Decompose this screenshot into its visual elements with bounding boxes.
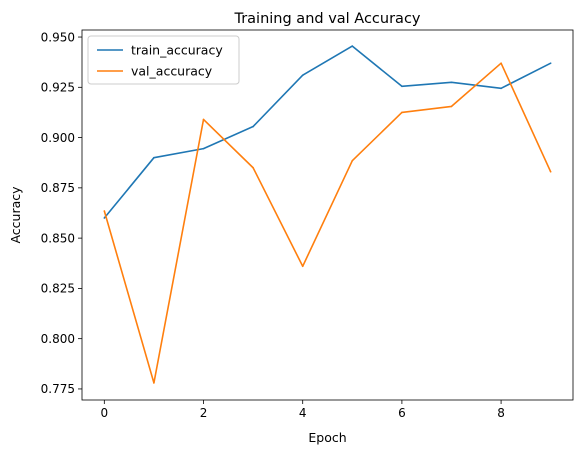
y-axis-label: Accuracy bbox=[8, 186, 23, 244]
data-point-train_accuracy bbox=[351, 45, 354, 47]
data-point-val_accuracy bbox=[301, 265, 304, 268]
y-axis-ticks: 0.775 0.800 0.825 0.850 0.875 0.900 0.925 0.950 bbox=[41, 30, 82, 396]
data-point-val_accuracy bbox=[153, 382, 155, 384]
data-point-val_accuracy bbox=[252, 166, 254, 169]
data-point-val_accuracy bbox=[103, 210, 106, 212]
series-line-val_accuracy bbox=[103, 62, 552, 384]
y-tick-label: 0.875 bbox=[41, 181, 75, 195]
x-axis-ticks: 0 2 4 6 8 bbox=[100, 400, 505, 420]
x-tick-label: 0 bbox=[100, 406, 108, 420]
plot-frame bbox=[81, 29, 574, 401]
legend: train_accuracy val_accuracy bbox=[87, 35, 240, 85]
y-tick-label: 0.825 bbox=[41, 282, 75, 296]
y-tick-label: 0.925 bbox=[41, 81, 75, 95]
y-tick-label: 0.800 bbox=[41, 332, 75, 346]
data-point-train_accuracy bbox=[301, 74, 304, 77]
data-point-train_accuracy bbox=[549, 62, 552, 64]
data-point-val_accuracy bbox=[401, 111, 403, 114]
chart-title: Training and val Accuracy bbox=[233, 11, 420, 27]
x-tick-label: 6 bbox=[398, 406, 406, 420]
data-point-val_accuracy bbox=[202, 118, 205, 121]
legend-label-train_accuracy: train_accuracy bbox=[131, 43, 223, 58]
data-point-train_accuracy bbox=[252, 125, 254, 128]
legend-box bbox=[87, 35, 240, 85]
data-point-val_accuracy bbox=[351, 159, 354, 162]
plot-series bbox=[103, 45, 552, 384]
x-tick-label: 2 bbox=[200, 406, 208, 420]
data-point-train_accuracy bbox=[202, 147, 205, 150]
x-axis-label: Epoch bbox=[308, 430, 346, 445]
data-point-train_accuracy bbox=[500, 87, 502, 90]
y-tick-label: 0.900 bbox=[41, 131, 75, 145]
x-tick-label: 8 bbox=[497, 406, 505, 420]
data-point-val_accuracy bbox=[549, 170, 552, 173]
data-point-val_accuracy bbox=[500, 62, 502, 64]
data-point-train_accuracy bbox=[450, 81, 453, 84]
data-point-val_accuracy bbox=[450, 105, 453, 108]
data-point-train_accuracy bbox=[153, 156, 155, 159]
y-tick-label: 0.775 bbox=[41, 382, 75, 396]
data-point-train_accuracy bbox=[401, 85, 403, 88]
y-tick-label: 0.850 bbox=[41, 231, 75, 245]
legend-label-val_accuracy: val_accuracy bbox=[131, 64, 213, 79]
x-tick-label: 4 bbox=[299, 406, 307, 420]
y-tick-label: 0.950 bbox=[41, 30, 75, 44]
data-point-train_accuracy bbox=[103, 217, 106, 219]
